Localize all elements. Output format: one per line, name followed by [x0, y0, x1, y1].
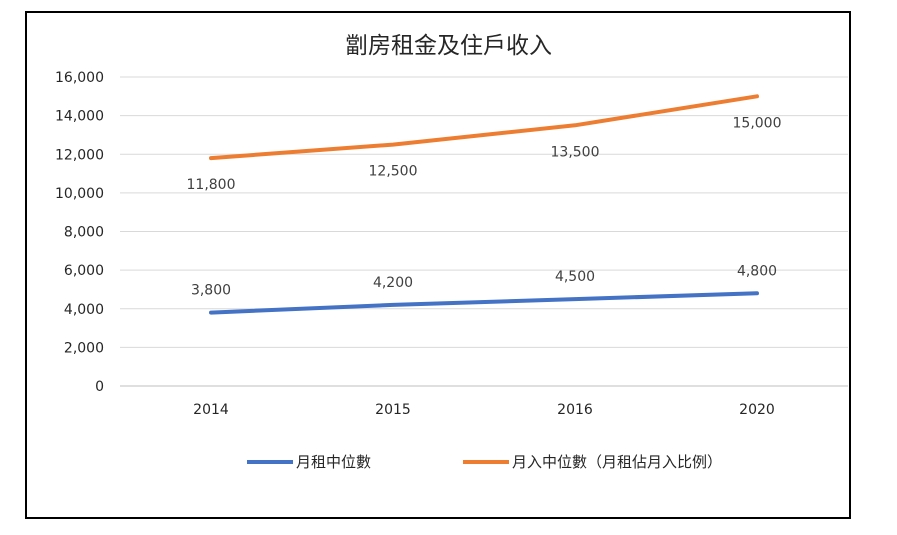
chart-title: 劏房租金及住戶收入: [345, 33, 552, 59]
legend-label-rent: 月租中位數: [296, 453, 372, 471]
legend-swatch-income: [463, 460, 509, 464]
chart-frame: [25, 11, 851, 519]
y-tick-label: 14,000: [55, 109, 104, 125]
y-tick-label: 10,000: [55, 186, 104, 202]
data-label-rent: 4,800: [737, 263, 777, 279]
x-tick-label: 2015: [375, 402, 411, 418]
legend-item-income: 月入中位數（月租佔月入比例）: [463, 451, 762, 473]
x-tick-label: 2020: [739, 402, 775, 418]
x-tick-label: 2014: [193, 402, 229, 418]
y-tick-label: 16,000: [55, 70, 104, 86]
y-tick-label: 8,000: [64, 225, 104, 241]
legend-swatch-rent: [247, 460, 293, 464]
data-label-rent: 4,500: [555, 269, 595, 285]
data-label-rent: 4,200: [373, 275, 413, 291]
y-tick-label: 4,000: [64, 302, 104, 318]
data-label-income: 12,500: [369, 164, 418, 180]
y-tick-label: 0: [95, 379, 104, 395]
data-label-income: 11,800: [187, 177, 236, 193]
series-line-rent: [209, 291, 759, 315]
y-tick-label: 2,000: [64, 340, 104, 356]
x-tick-label: 2016: [557, 402, 593, 418]
data-label-income: 15,000: [733, 115, 782, 131]
series-line-income: [209, 94, 759, 161]
legend-label-income: 月入中位數（月租佔月入比例）: [512, 453, 723, 471]
y-tick-label: 6,000: [64, 263, 104, 279]
legend-item-rent: 月租中位數: [247, 451, 371, 473]
y-tick-label: 12,000: [55, 147, 104, 163]
data-label-rent: 3,800: [191, 283, 231, 299]
data-label-income: 13,500: [551, 144, 600, 160]
